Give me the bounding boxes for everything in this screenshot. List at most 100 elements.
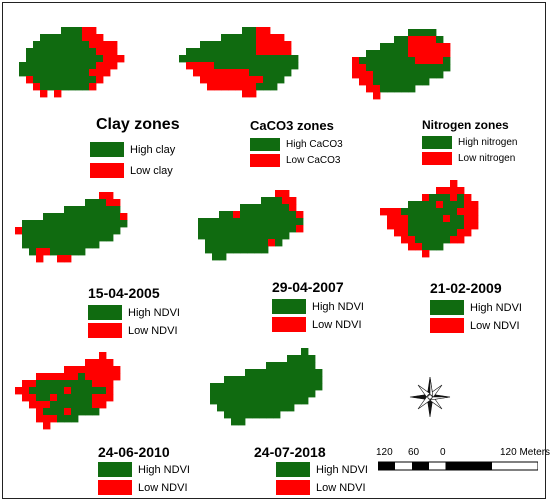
low-zone-cell [110,55,118,63]
low-zone-cell [352,57,360,65]
legend-high: High NDVI [430,300,522,315]
high-zone-cell [261,246,269,254]
high-zone-cell [247,232,255,240]
high-zone-cell [275,204,283,212]
low-zone-cell [89,69,97,77]
high-zone-cell [284,55,292,63]
high-zone-cell [106,206,114,214]
high-zone-cell [198,225,206,233]
high-zone-cell [443,57,451,65]
high-zone-cell [422,229,430,237]
high-zone-cell [57,408,65,416]
high-zone-cell [245,404,253,412]
low-zone-cell [471,222,479,230]
low-zone-cell [366,71,374,79]
high-zone-cell [26,48,34,56]
high-zone-cell [394,78,402,86]
high-zone-cell [210,397,218,405]
high-zone-cell [261,197,269,205]
low-zone-cell [43,401,51,409]
legend-low: Low CaCO3 [250,154,340,167]
low-zone-cell [242,69,250,77]
high-zone-cell [92,227,100,235]
figure-frame [2,2,546,499]
high-zone-cell [47,55,55,63]
low-zone-cell [387,222,395,230]
low-zone-cell [36,401,44,409]
high-zone-cell [26,62,34,70]
low-zone-cell [464,229,472,237]
high-zone-cell [207,55,215,63]
high-zone-cell [40,69,48,77]
high-zone-cell [54,76,62,84]
high-zone-cell [273,362,281,370]
legend-low: Low nitrogen [422,152,515,165]
map-ndvi-2009 [380,180,479,258]
high-zone-cell [235,41,243,49]
high-zone-cell [43,234,51,242]
high-zone-cell [226,218,234,226]
high-zone-cell [270,69,278,77]
high-zone-cell [61,69,69,77]
panel-ndvi-2009: 21-02-2009 High NDVI Low NDVI [366,180,542,340]
high-zone-cell [415,222,423,230]
high-zone-cell [277,76,285,84]
low-zone-cell [82,34,90,42]
high-zone-cell [64,415,72,423]
high-zone-cell [68,27,76,35]
high-zone-cell [443,208,451,216]
high-zone-cell [287,376,295,384]
low-zone-cell [471,215,479,223]
high-zone-cell [256,62,264,70]
low-zone-cell [64,366,72,374]
low-zone-cell [242,76,250,84]
high-zone-cell [68,62,76,70]
low-zone-cell [387,215,395,223]
low-zone-cell [92,394,100,402]
high-zone-cell [50,241,58,249]
low-zone-cell [92,366,100,374]
high-zone-cell [47,34,55,42]
high-zone-cell [113,213,121,221]
high-zone-cell [457,201,465,209]
high-zone-cell [422,201,430,209]
high-zone-cell [64,241,72,249]
swatch-low [250,154,280,167]
low-zone-cell [110,41,118,49]
high-zone-cell [408,208,416,216]
low-zone-cell [221,76,229,84]
high-zone-cell [254,239,262,247]
legend-low-label: Low clay [130,164,173,177]
low-zone-cell [415,57,423,65]
high-zone-cell [99,227,107,235]
high-zone-cell [249,48,257,56]
high-zone-cell [387,71,395,79]
high-zone-cell [33,41,41,49]
high-zone-cell [259,369,267,377]
high-zone-cell [294,397,302,405]
high-zone-cell [186,48,194,56]
high-zone-cell [43,227,51,235]
low-zone-cell [263,48,271,56]
low-zone-cell [256,27,264,35]
high-zone-cell [75,83,83,91]
high-zone-cell [78,227,86,235]
high-zone-cell [238,383,246,391]
low-zone-cell [193,62,201,70]
swatch-high [276,462,310,477]
low-zone-cell [96,48,104,56]
high-zone-cell [240,218,248,226]
high-zone-cell [256,55,264,63]
high-zone-cell [78,373,86,381]
high-zone-cell [96,55,104,63]
high-zone-cell [429,236,437,244]
high-zone-cell [273,390,281,398]
high-zone-cell [75,27,83,35]
low-zone-cell [270,41,278,49]
low-zone-cell [43,415,51,423]
high-zone-cell [245,397,253,405]
high-zone-cell [301,390,309,398]
low-zone-cell [82,27,90,35]
high-zone-cell [387,50,395,58]
high-zone-cell [242,55,250,63]
